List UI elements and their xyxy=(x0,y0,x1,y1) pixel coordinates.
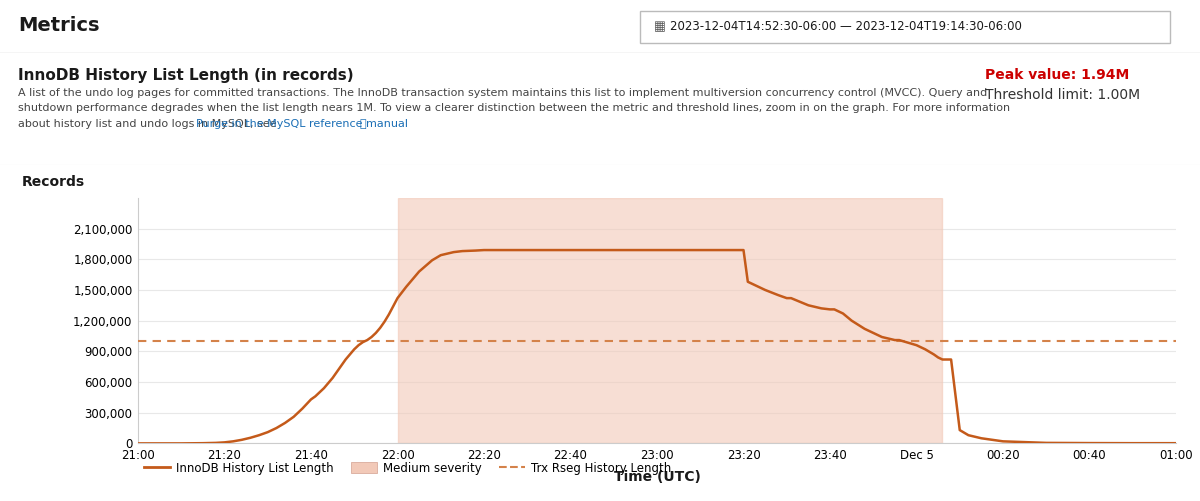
Text: Threshold limit: 1.00M: Threshold limit: 1.00M xyxy=(985,88,1140,102)
Text: about history list and undo logs in MySQL, see: about history list and undo logs in MySQ… xyxy=(18,119,276,129)
Text: InnoDB History List Length (in records): InnoDB History List Length (in records) xyxy=(18,68,354,83)
Text: ▦: ▦ xyxy=(654,21,666,33)
Text: shutdown performance degrades when the list length nears 1M. To view a clearer d: shutdown performance degrades when the l… xyxy=(18,104,1010,114)
Text: Records: Records xyxy=(22,175,85,188)
Legend: InnoDB History List Length, Medium severity, Trx Rseg History Length: InnoDB History List Length, Medium sever… xyxy=(144,462,672,475)
Text: 2023-12-04T14:52:30-06:00 — 2023-12-04T19:14:30-06:00: 2023-12-04T14:52:30-06:00 — 2023-12-04T1… xyxy=(670,21,1022,33)
X-axis label: Time (UTC): Time (UTC) xyxy=(613,470,701,484)
Text: A list of the undo log pages for committed transactions. The InnoDB transaction : A list of the undo log pages for committ… xyxy=(18,88,988,98)
Text: ⧉: ⧉ xyxy=(360,119,367,129)
FancyBboxPatch shape xyxy=(640,11,1170,43)
Text: Metrics: Metrics xyxy=(18,17,100,35)
Bar xyxy=(397,198,942,443)
Text: Peak value: 1.94M: Peak value: 1.94M xyxy=(985,68,1129,82)
Text: Purge in the MySQL reference manual: Purge in the MySQL reference manual xyxy=(196,119,408,129)
